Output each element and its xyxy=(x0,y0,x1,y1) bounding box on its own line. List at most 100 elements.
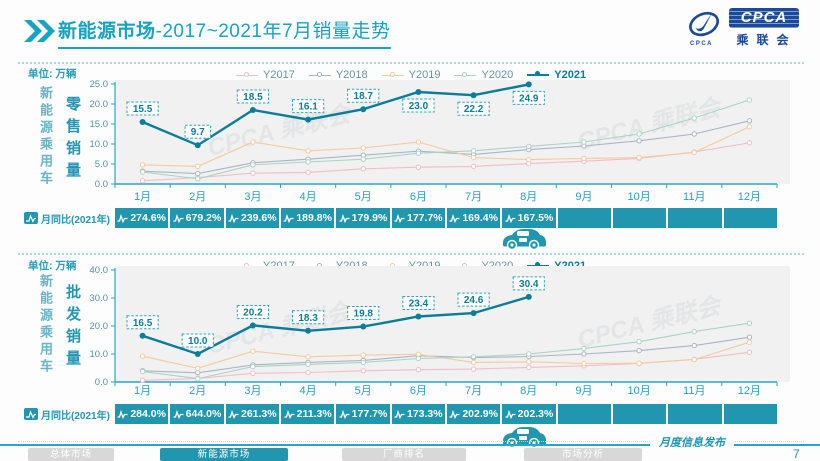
trend-up-icon xyxy=(505,409,516,419)
trend-up-icon xyxy=(173,213,184,223)
legend-text: Y2017 xyxy=(263,69,295,81)
month-label: 4月 xyxy=(299,191,317,203)
yoy-cell-empty xyxy=(612,404,667,424)
legend-item-y2020: Y2020 xyxy=(454,69,513,81)
trend-up-icon xyxy=(117,213,128,223)
yoy-cell: 179.9% xyxy=(336,208,390,228)
yoy-cell-empty xyxy=(668,404,722,424)
trend-up-icon xyxy=(283,213,294,223)
svg-text:18.7: 18.7 xyxy=(354,91,374,102)
cpca-logo: CPCA CPCA 乘联会 xyxy=(686,8,799,50)
cpca-swoosh: CPCA xyxy=(686,8,724,50)
legend-swatch-icon xyxy=(454,71,477,77)
month-label: 5月 xyxy=(354,191,372,203)
retail-chart-section: 单位: 万辆 新能源乘用车 零售销量 Y2017 Y2018 Y2019 Y2020 Y… xyxy=(0,64,820,252)
header-separator xyxy=(18,62,804,64)
yoy-value: 644.0% xyxy=(185,408,222,420)
yoy-row: 284.0% 644.0% 261.3% 211.3% 177.7% 173.3% 202.… xyxy=(115,404,777,424)
legend-swatch-icon xyxy=(527,70,550,77)
footer-tab-1[interactable]: 总体市场 xyxy=(28,448,114,461)
footer-separator xyxy=(18,441,804,442)
month-label: 2月 xyxy=(189,385,207,397)
yoy-cell: 173.3% xyxy=(391,404,445,424)
legend-item-y2021: Y2021 xyxy=(527,69,586,81)
svg-text:15.5: 15.5 xyxy=(133,104,153,115)
month-label: 10月 xyxy=(627,385,651,397)
yoy-cell: 167.5% xyxy=(502,208,556,228)
car-icon xyxy=(503,229,546,250)
yoy-value: 202.3% xyxy=(517,408,554,420)
svg-text:40.0: 40.0 xyxy=(90,266,109,276)
yoy-value: 211.3% xyxy=(296,408,332,420)
yoy-value: 167.5% xyxy=(517,212,554,224)
trend-up-icon xyxy=(339,213,350,223)
svg-text:16.1: 16.1 xyxy=(298,102,318,113)
yoy-cell: 679.2% xyxy=(170,208,224,228)
svg-text:30.0: 30.0 xyxy=(90,293,109,304)
trend-up-icon xyxy=(228,213,239,223)
yoy-cell: 177.7% xyxy=(391,208,445,228)
trend-up-icon xyxy=(173,409,184,419)
yoy-cell-empty xyxy=(612,208,667,228)
yoy-cell-empty xyxy=(723,208,777,228)
line-chart-icon xyxy=(24,408,38,420)
trend-up-icon xyxy=(117,409,128,419)
yoy-cell: 189.8% xyxy=(280,208,335,228)
wholesale-plot: CPCA 乘联会 CPCA 乘联会0.010.020.030.040.016.51… xyxy=(90,266,790,388)
legend-swatch-icon xyxy=(381,71,404,77)
month-label: 12月 xyxy=(737,191,762,203)
cpca-acronym: CPCA xyxy=(729,8,799,28)
svg-text:24.9: 24.9 xyxy=(519,93,539,104)
month-label: 10月 xyxy=(627,191,651,203)
cpca-swoosh-icon xyxy=(689,11,720,37)
yoy-cell: 274.6% xyxy=(115,208,169,228)
svg-text:24.6: 24.6 xyxy=(464,295,484,306)
yoy-value: 179.9% xyxy=(351,212,388,224)
footer-tab-4[interactable]: 市场分析 xyxy=(524,448,642,461)
trend-up-icon xyxy=(228,409,239,419)
svg-text:10.0: 10.0 xyxy=(188,336,208,347)
trend-up-icon xyxy=(394,213,405,223)
page-title-rest: -2017~2021年7月销量走势 xyxy=(155,21,391,42)
yoy-value: 177.7% xyxy=(351,408,388,420)
month-axis: 1月 2月 3月 4月 5月 6月 7月 8月 9月 10月 11月 12月 xyxy=(115,188,777,204)
trend-up-icon xyxy=(394,409,405,419)
month-label: 9月 xyxy=(575,191,593,203)
month-label: 7月 xyxy=(465,385,483,397)
yoy-row-label: 月同比(2021年) xyxy=(24,208,113,228)
trend-up-icon xyxy=(449,409,460,419)
group-label-nev: 新能源乘用车 xyxy=(38,274,53,376)
yoy-row: 274.6% 679.2% 239.6% 189.8% 179.9% 177.7% 169.… xyxy=(115,208,777,228)
footer-rule xyxy=(0,444,820,446)
yoy-cell: 211.3% xyxy=(280,404,335,424)
wholesale-chart-section: 单位: 万辆 新能源乘用车 批发销量 Y2017Y2018Y2019Y2020Y… xyxy=(0,258,820,448)
trend-up-icon xyxy=(449,213,460,223)
svg-text:16.5: 16.5 xyxy=(133,318,153,329)
measure-label-retail: 零售销量 xyxy=(64,96,81,184)
yoy-cell: 644.0% xyxy=(170,404,224,424)
month-axis: 1月 2月 3月 4月 5月 6月 7月 8月 9月 10月 11月 12月 xyxy=(115,382,777,398)
group-label-nev: 新能源乘用车 xyxy=(38,86,53,188)
page-number: 7 xyxy=(793,447,800,461)
month-label: 2月 xyxy=(189,191,207,203)
svg-text:15.0: 15.0 xyxy=(90,119,109,130)
footer-tabs: 总体市场 新能源市场 厂商排名 市场分析 xyxy=(0,448,820,461)
month-label: 8月 xyxy=(520,191,538,203)
yoy-label-text: 月同比(2021年) xyxy=(41,214,110,226)
cpca-logo-text: CPCA 乘联会 xyxy=(729,8,799,48)
chevrons-icon xyxy=(24,20,55,42)
svg-text:23.4: 23.4 xyxy=(409,298,429,309)
page-title: 新能源市场-2017~2021年7月销量走势 xyxy=(58,16,391,49)
footer-tab-3[interactable]: 厂商排名 xyxy=(342,448,466,461)
svg-text:20.0: 20.0 xyxy=(90,99,109,110)
footer-tab-2-active[interactable]: 新能源市场 xyxy=(160,448,288,461)
svg-text:10.0: 10.0 xyxy=(90,139,109,150)
month-label: 11月 xyxy=(683,385,706,397)
unit-label: 单位: 万辆 xyxy=(28,68,77,80)
legend-item-y2019: Y2019 xyxy=(381,69,440,81)
month-label: 1月 xyxy=(134,385,152,397)
legend-text: Y2021 xyxy=(554,69,587,81)
month-label: 3月 xyxy=(244,191,262,203)
legend: Y2017 Y2018 Y2019 Y2020 Y2021 xyxy=(236,69,586,81)
